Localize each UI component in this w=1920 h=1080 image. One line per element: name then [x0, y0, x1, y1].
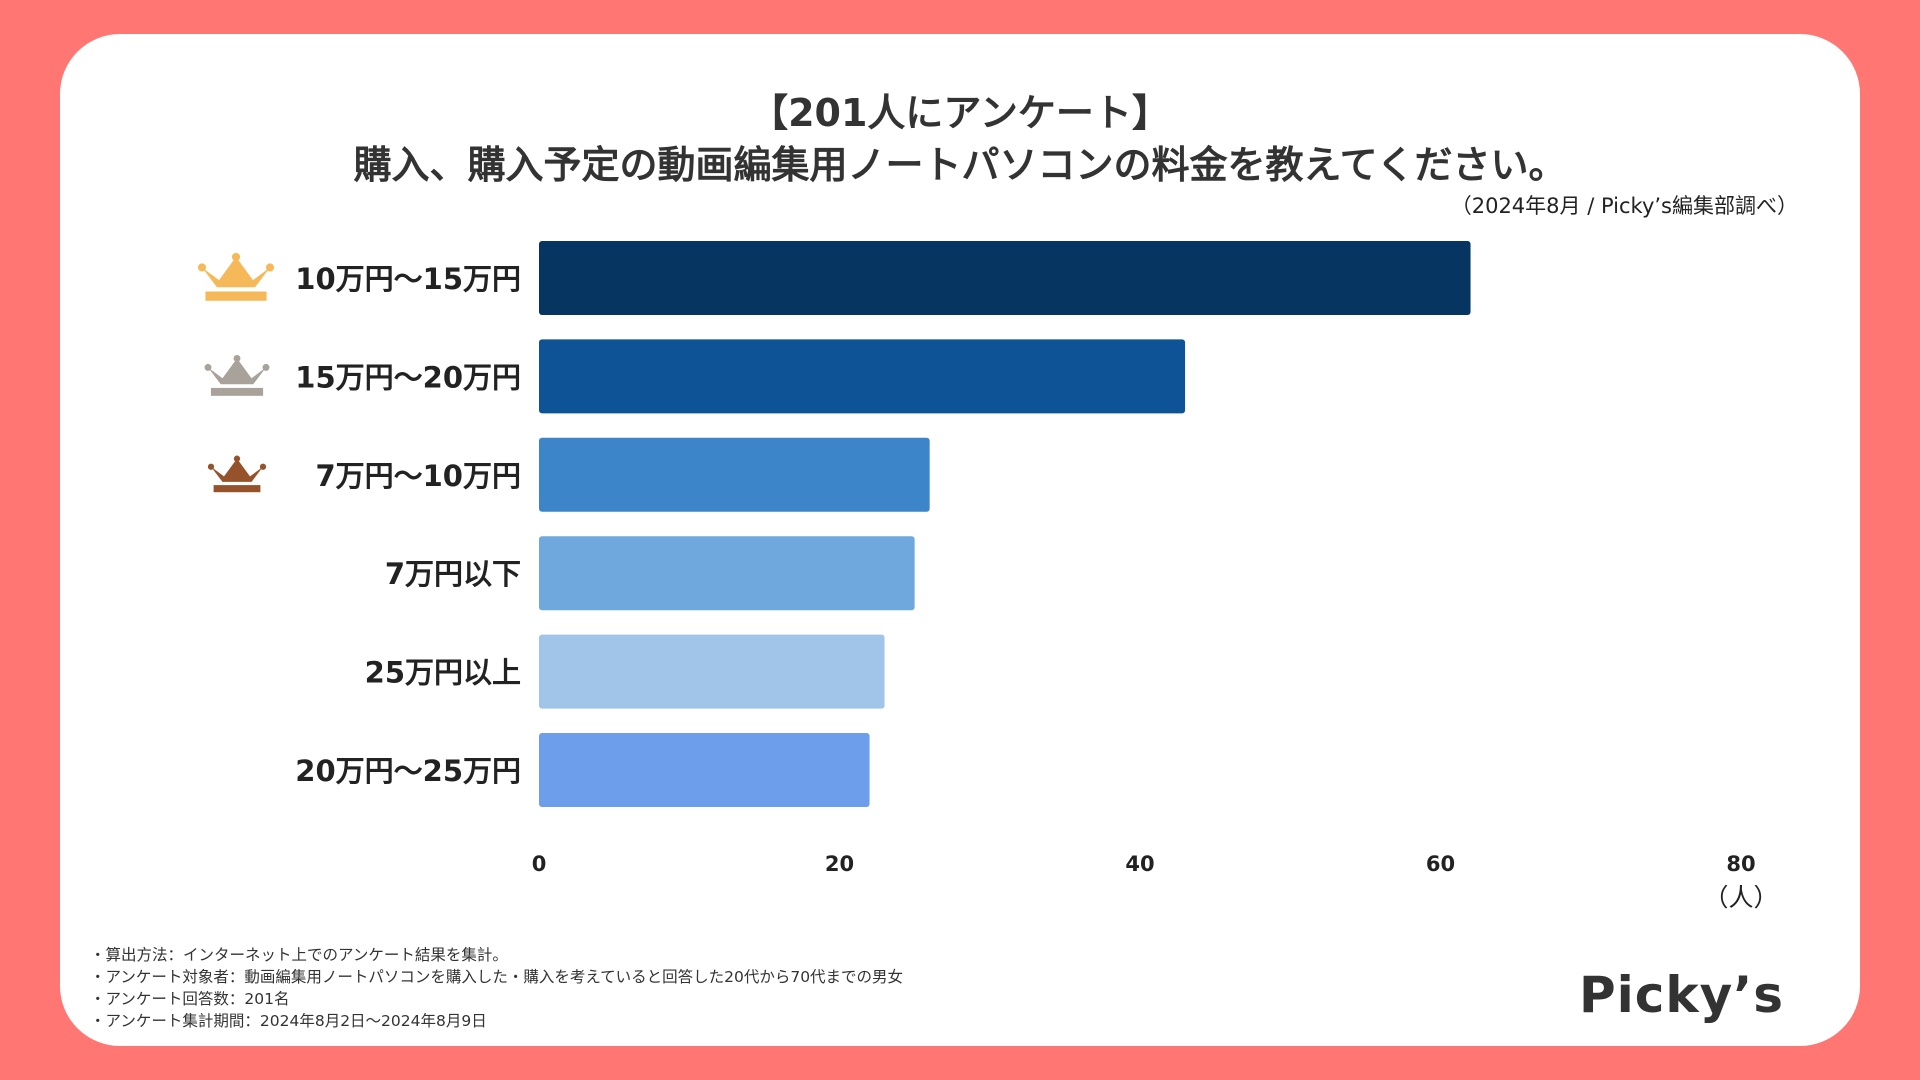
- x-tick-label: 40: [1125, 852, 1154, 876]
- note-period: ・アンケート集計期間：2024年8月2日～2024年8月9日: [90, 1012, 487, 1030]
- bar-2: [539, 437, 930, 512]
- bar-chart: 10万円～15万円 15万円～20万円 7万円～10万円 7万円以下 25万円以上 20万…: [197, 241, 1779, 912]
- gold-crown-icon: [197, 252, 275, 301]
- survey-notes: ・算出方法：インターネット上でのアンケート結果を集計。 ・アンケート対象者：動画…: [90, 944, 903, 1032]
- category-label: 20万円～25万円: [295, 754, 521, 788]
- bar-4: [539, 634, 885, 709]
- x-tick-label: 0: [532, 852, 547, 876]
- chart-title-line2: 購入、購入予定の動画編集用ノートパソコンの料金を教えてください。: [353, 143, 1567, 187]
- silver-crown-icon: [204, 354, 270, 396]
- x-axis-unit: （人）: [1703, 883, 1778, 912]
- category-label: 15万円～20万円: [295, 360, 521, 394]
- category-label: 7万円～10万円: [315, 459, 521, 493]
- note-method: ・算出方法：インターネット上でのアンケート結果を集計。: [90, 946, 508, 964]
- category-label: 7万円以下: [385, 557, 521, 591]
- bar-3: [539, 536, 915, 611]
- note-target: ・アンケート対象者：動画編集用ノートパソコンを購入した・購入を考えていると回答し…: [90, 968, 904, 986]
- brand-logo: Picky’s: [1578, 966, 1784, 1024]
- bar-5: [539, 733, 870, 807]
- note-respondents: ・アンケート回答数：201名: [90, 990, 290, 1008]
- chart-card: 【201人にアンケート】 購入、購入予定の動画編集用ノートパソコンの料金を教えて…: [60, 34, 1860, 1046]
- bar-1: [539, 339, 1186, 414]
- category-label: 10万円～15万円: [295, 262, 521, 296]
- x-tick-label: 60: [1426, 852, 1455, 876]
- x-tick-label: 20: [825, 852, 854, 876]
- bar-0: [539, 241, 1471, 315]
- category-label: 25万円以上: [365, 656, 521, 690]
- x-tick-label: 80: [1726, 852, 1755, 876]
- bronze-crown-icon: [207, 455, 267, 493]
- chart-title-line1: 【201人にアンケート】: [750, 91, 1170, 135]
- source-note: （2024年8月 / Picky’s編集部調べ）: [1450, 194, 1798, 218]
